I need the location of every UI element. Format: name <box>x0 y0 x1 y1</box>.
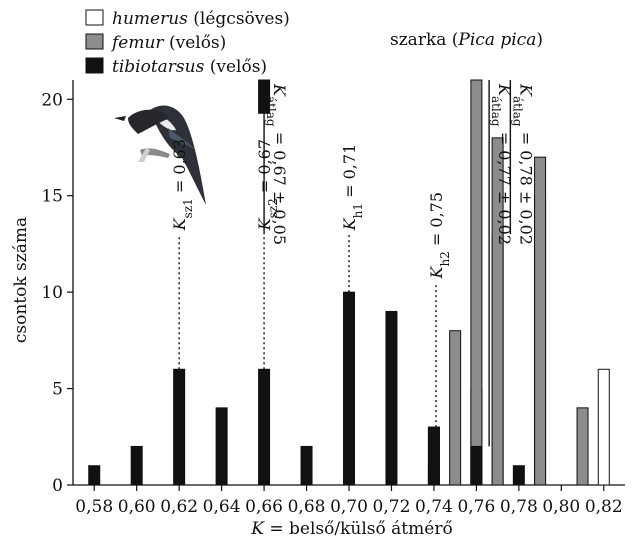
femur-bar <box>449 330 462 486</box>
x-axis-title: K = belső/külső átmérő <box>250 519 452 539</box>
femur-bar <box>470 79 483 486</box>
annotation-subscript: h1 <box>351 203 365 218</box>
legend-label: tibiotarsus (velős) <box>112 57 267 77</box>
x-tick-label: 0,68 <box>288 497 326 517</box>
axes: 0 5 10 15 20 0,58 0,60 0,62 0,64 0,66 0,68 0,70 0,72… <box>41 80 625 517</box>
annotation-label: Ksz1 = 0,63 <box>170 139 195 231</box>
tibiotarsus-bar <box>343 291 355 486</box>
x-tick-label: 0,60 <box>118 497 156 517</box>
tibiotarsus-bar <box>130 445 143 486</box>
legend-label: femur (velős) <box>110 33 226 53</box>
annotation-symbol: K <box>427 266 446 280</box>
title-species: Pica pica <box>457 30 536 50</box>
humerus-bar <box>597 368 610 486</box>
legend-series-name: femur <box>110 33 164 53</box>
annotation-subscript: sz2 <box>266 198 280 218</box>
legend-swatch <box>85 57 104 74</box>
x-tick-label: 0,62 <box>160 497 198 517</box>
legend-series-note: (légcsöves) <box>188 9 290 29</box>
legend-series-name: humerus <box>112 9 188 29</box>
annotation-value: = 0,75 <box>427 192 446 251</box>
annotation-value: = 0,67 ± 0,05 <box>270 127 289 245</box>
y-tick-label: 15 <box>41 187 63 207</box>
femur-bar <box>491 137 504 486</box>
magpie-illustration <box>114 105 206 205</box>
tibiotarsus-bar <box>215 407 228 486</box>
tibiotarsus-bar <box>88 465 101 486</box>
x-axis-title-symbol: K <box>250 519 265 539</box>
tibiotarsus-bar <box>470 445 483 486</box>
annotation-symbol: K <box>270 83 289 97</box>
annotation-label: Kátlag = 0,77 ± 0,02 <box>489 83 514 245</box>
annotation-value: = 0,78 ± 0,02 <box>516 127 535 245</box>
y-tick-label: 5 <box>52 380 63 400</box>
y-axis-title: csontok száma <box>11 217 31 343</box>
tibiotarsus-bar <box>300 445 313 486</box>
annotation-subscript: átlag <box>264 96 278 127</box>
x-tick-label: 0,66 <box>245 497 283 517</box>
legend: humerus (légcsöves)femur (velős)tibiotar… <box>85 9 290 77</box>
x-tick-label: 0,74 <box>415 497 453 517</box>
annotation-label: Kh2 = 0,75 <box>427 192 452 280</box>
legend-swatch <box>85 9 104 26</box>
x-tick-label: 0,72 <box>373 497 411 517</box>
x-tick-label: 0,76 <box>457 497 495 517</box>
tibiotarsus-bar <box>512 465 525 486</box>
femur-bar <box>534 156 547 486</box>
tibiotarsus-bar <box>385 310 398 486</box>
x-tick-label: 0,78 <box>500 497 538 517</box>
x-axis-title-text: = belső/külső átmérő <box>264 519 453 539</box>
annotation-symbol: K <box>516 83 535 97</box>
annotation-value: = 0,71 <box>340 144 359 203</box>
x-tick-label: 0,70 <box>330 497 368 517</box>
annotation-subscript: h2 <box>438 251 452 266</box>
annotation-subscript: sz1 <box>181 198 195 218</box>
y-tick-label: 10 <box>41 283 63 303</box>
title-suffix: ) <box>536 30 543 50</box>
legend-swatch <box>85 33 104 50</box>
legend-series-name: tibiotarsus <box>112 57 205 77</box>
title-prefix: szarka ( <box>390 30 458 50</box>
legend-series-note: (velős) <box>164 33 227 53</box>
femur-bar <box>576 407 589 486</box>
x-tick-label: 0,82 <box>585 497 623 517</box>
annotation-label: Kh1 = 0,71 <box>340 144 365 232</box>
annotation-symbol: K <box>340 217 359 231</box>
annotation-symbol: K <box>170 217 189 231</box>
tibiotarsus-bar <box>173 368 186 486</box>
annotation-subscript: átlag <box>489 96 503 127</box>
tibiotarsus-bar <box>427 426 440 486</box>
annotation-value: = 0,77 ± 0,02 <box>495 127 514 245</box>
legend-label: humerus (légcsöves) <box>112 9 290 29</box>
tibiotarsus-bar <box>258 368 271 486</box>
y-tick-label: 0 <box>52 476 63 496</box>
x-tick-label: 0,58 <box>75 497 113 517</box>
annotation-label: Kátlag = 0,78 ± 0,02 <box>510 83 535 245</box>
annotation-subscript: átlag <box>510 96 524 127</box>
legend-series-note: (velős) <box>204 57 267 77</box>
x-tick-label: 0,80 <box>542 497 580 517</box>
annotation-label: Kátlag = 0,67 ± 0,05 <box>264 83 289 245</box>
annotation-symbol: K <box>495 83 514 97</box>
y-tick-label: 20 <box>41 90 63 110</box>
annotation-value: = 0,63 <box>170 139 189 198</box>
chart-title: szarka (Pica pica) <box>390 30 543 50</box>
x-tick-label: 0,64 <box>203 497 241 517</box>
